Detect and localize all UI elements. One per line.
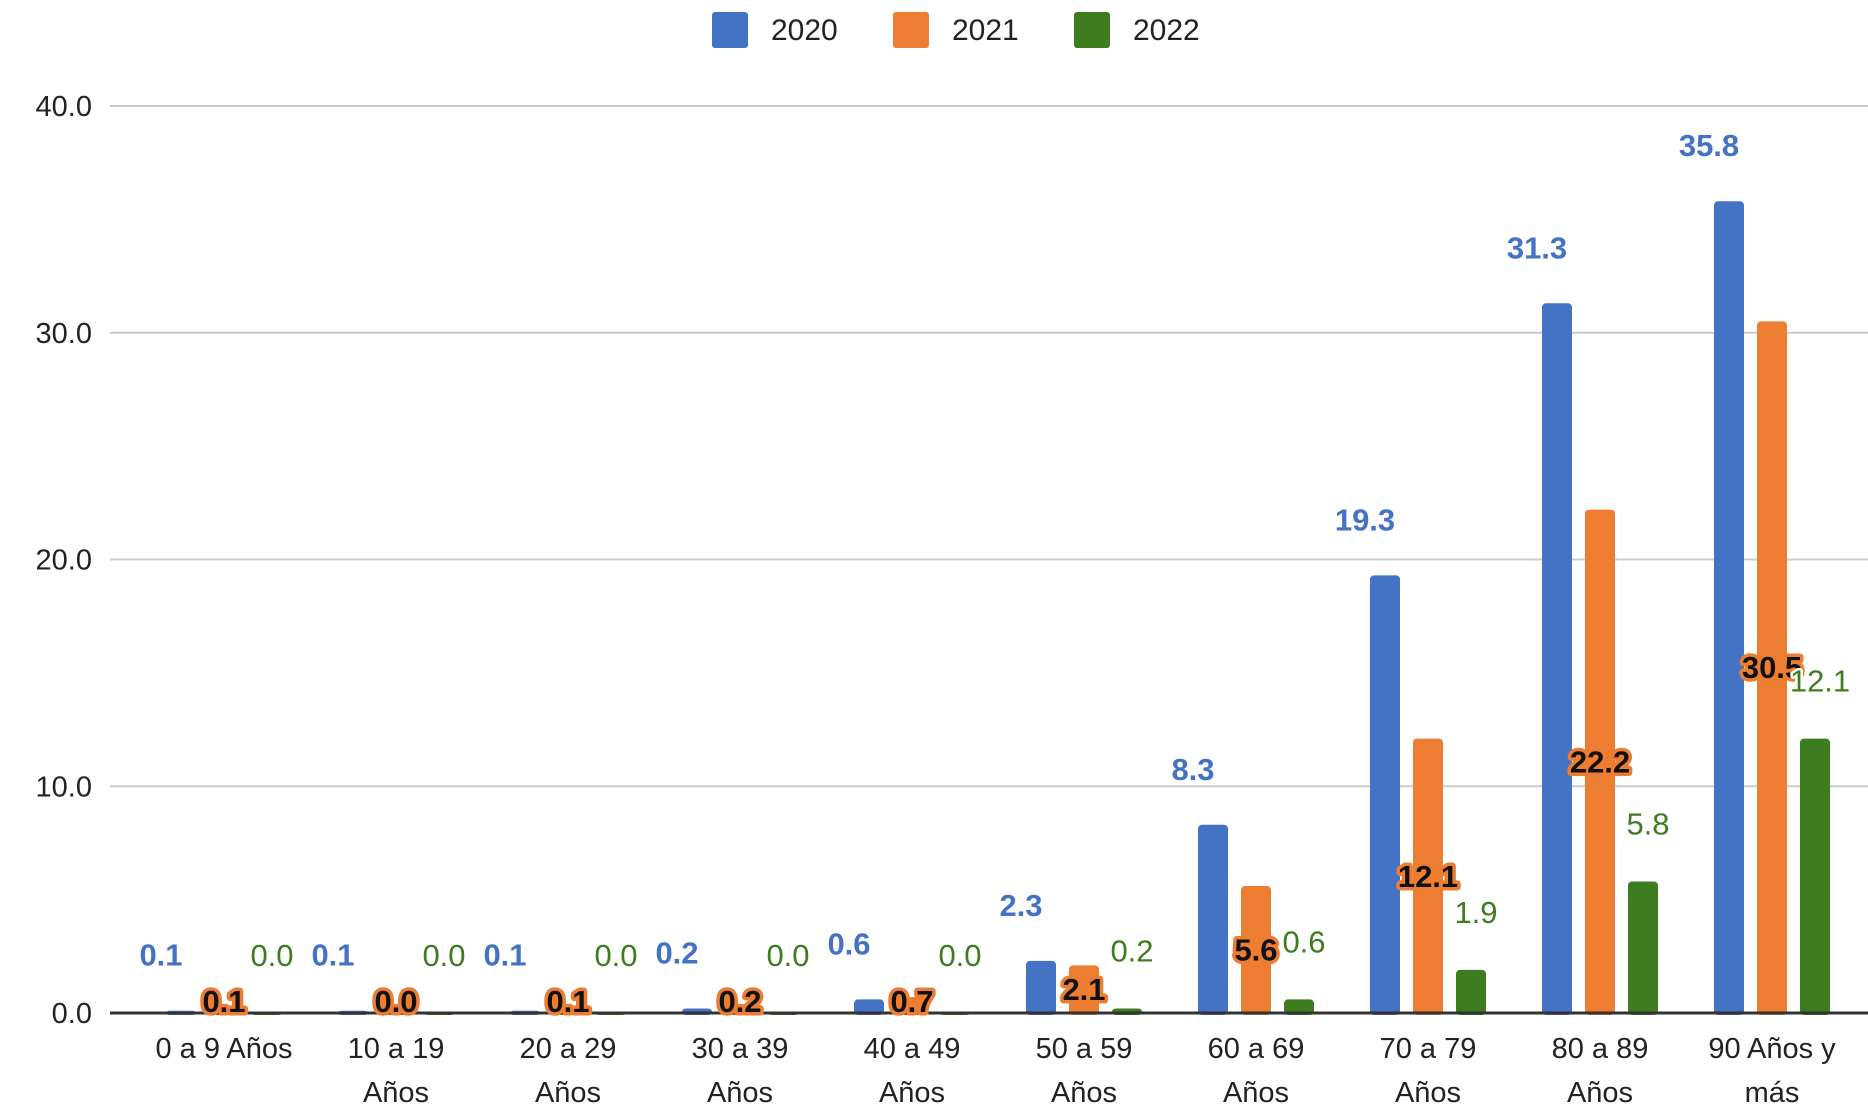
y-tick-label: 0.0 — [52, 998, 92, 1030]
data-label-2022: 12.1 — [1790, 664, 1850, 699]
x-tick-label-line: 20 a 29 — [520, 1033, 617, 1065]
data-label-2022: 0.0 — [766, 938, 809, 973]
chart-bars — [166, 201, 1830, 1016]
data-label-2020: 0.1 — [483, 938, 526, 973]
legend-swatch-2022 — [1074, 12, 1110, 48]
x-tick-label-line: Años — [1051, 1077, 1117, 1109]
data-label-2020: 31.3 — [1507, 230, 1567, 265]
x-tick-label-line: Años — [1395, 1077, 1461, 1109]
x-tick-label: 90 Años y más — [1708, 1033, 1836, 1109]
x-tick-label-line: Años — [879, 1077, 945, 1109]
legend-label-2020: 2020 — [771, 14, 838, 47]
data-label-2022: 0.6 — [1282, 924, 1325, 959]
bar-2020 — [1714, 201, 1744, 1016]
legend-label-2021: 2021 — [952, 14, 1019, 47]
data-label-2021: 22.2 — [1570, 744, 1630, 779]
data-label-2021: 0.0 — [374, 984, 417, 1019]
x-tick-label-line: Años — [1223, 1077, 1289, 1109]
data-label-2022: 0.0 — [938, 938, 981, 973]
x-tick-label-line: 80 a 89 — [1552, 1033, 1649, 1065]
legend-swatch-2021 — [893, 12, 929, 48]
bar-2021 — [897, 997, 927, 1015]
data-label-2022: 0.2 — [1110, 933, 1153, 968]
x-tick-label-line: Años — [707, 1077, 773, 1109]
data-label-2021: 0.2 — [718, 984, 761, 1019]
x-tick-label: 0 a 9 Años — [155, 1033, 292, 1065]
x-tick-label-line: más — [1745, 1077, 1800, 1109]
x-tick-label-line: Años — [535, 1077, 601, 1109]
x-axis: 0 a 9 Años 10 a 19 Años 20 a 29 Años 30 a 39 A… — [155, 1033, 1836, 1109]
bar-2022 — [1456, 969, 1486, 1015]
bar-2022 — [1800, 738, 1830, 1015]
bar-2021 — [1069, 965, 1099, 1015]
x-tick-label-line: Años — [363, 1077, 429, 1109]
x-tick-label-line: 10 a 19 — [348, 1033, 445, 1065]
data-labels: 0.1 0.1 0.1 0.2 0.62.38.319.331.335.80.1 0.0 0… — [139, 128, 1852, 1022]
bar-2021 — [1241, 886, 1271, 1015]
bar-2020 — [1370, 575, 1400, 1015]
x-tick-label: 40 a 49 Años — [864, 1033, 961, 1109]
bar-2020 — [1542, 303, 1572, 1016]
data-label-2021: 0.1 — [202, 984, 245, 1019]
data-label-2022: 1.9 — [1454, 895, 1497, 930]
data-label-2021: 0.7 — [890, 984, 933, 1019]
legend-swatch-2020 — [712, 12, 748, 48]
bar-2022 — [1284, 999, 1314, 1015]
data-label-2021: 12.1 — [1398, 859, 1458, 894]
bar-2020 — [854, 999, 884, 1015]
x-tick-label: 30 a 39 Años — [692, 1033, 789, 1109]
x-tick-label: 20 a 29 Años — [520, 1033, 617, 1109]
data-label-2020: 8.3 — [1171, 752, 1214, 787]
x-tick-label-line: 50 a 59 — [1036, 1033, 1133, 1065]
x-tick-label: 10 a 19 Años — [348, 1033, 445, 1109]
chart-gridlines — [110, 105, 1868, 788]
y-tick-label: 10.0 — [36, 771, 92, 803]
data-label-2020: 0.1 — [311, 938, 354, 973]
data-label-2021: 2.1 — [1062, 972, 1105, 1007]
legend-label-2022: 2022 — [1133, 14, 1200, 47]
x-tick-label-line: 40 a 49 — [864, 1033, 961, 1065]
x-tick-label-line: 0 a 9 Años — [155, 1033, 292, 1065]
bar-2022 — [1628, 881, 1658, 1015]
bar-2020 — [1026, 960, 1056, 1015]
data-label-2020: 2.3 — [999, 888, 1042, 923]
data-label-2020: 0.1 — [139, 938, 182, 973]
x-tick-label-line: Años — [1567, 1077, 1633, 1109]
data-label-2020: 0.6 — [827, 926, 870, 961]
data-label-2022: 0.0 — [594, 938, 637, 973]
x-tick-label-line: 30 a 39 — [692, 1033, 789, 1065]
data-label-2021: 0.1 — [546, 984, 589, 1019]
bar-2021 — [1757, 321, 1787, 1016]
x-tick-label-line: 90 Años y — [1708, 1033, 1836, 1065]
bar-2020 — [1198, 824, 1228, 1015]
data-label-2022: 5.8 — [1626, 806, 1669, 841]
bar-2021 — [1585, 509, 1615, 1015]
data-label-2022: 0.0 — [250, 938, 293, 973]
y-tick-label: 40.0 — [36, 91, 92, 123]
data-label-2022: 0.0 — [422, 938, 465, 973]
x-tick-label: 70 a 79 Años — [1380, 1033, 1477, 1109]
x-tick-label: 80 a 89 Años — [1552, 1033, 1649, 1109]
y-tick-label: 20.0 — [36, 545, 92, 577]
data-label-2020: 19.3 — [1335, 502, 1395, 537]
y-tick-label: 30.0 — [36, 318, 92, 350]
y-axis: 0.0 10.0 20.0 30.0 40.0 — [36, 91, 92, 1030]
data-label-2021: 5.6 — [1234, 933, 1277, 968]
data-label-2021: 30.5 — [1742, 650, 1802, 685]
x-tick-label: 60 a 69 Años — [1208, 1033, 1305, 1109]
data-label-2020: 0.2 — [655, 935, 698, 970]
x-tick-label-line: 70 a 79 — [1380, 1033, 1477, 1065]
data-label-2020: 35.8 — [1679, 128, 1739, 163]
chart-legend: 2020 2021 2022 — [712, 12, 1200, 48]
x-tick-label: 50 a 59 Años — [1036, 1033, 1133, 1109]
x-tick-label-line: 60 a 69 — [1208, 1033, 1305, 1065]
bar-2021 — [1413, 738, 1443, 1015]
